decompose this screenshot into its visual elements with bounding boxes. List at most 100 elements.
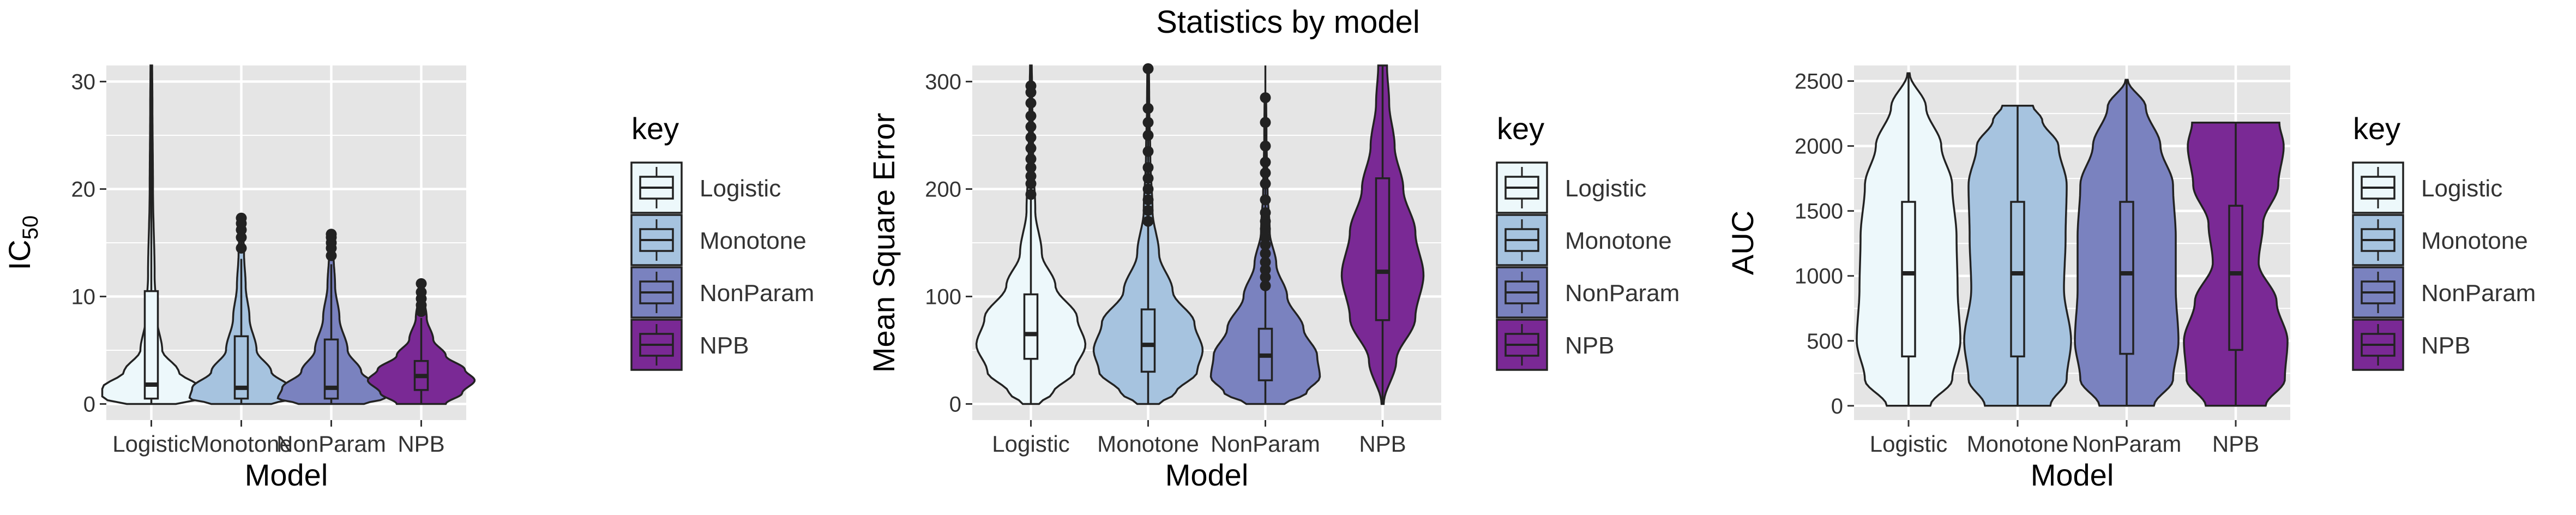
outlier-point xyxy=(1142,194,1154,206)
x-tick-label: Monotone xyxy=(1967,431,2069,457)
y-tick-label: 30 xyxy=(71,70,96,94)
violin-logistic xyxy=(975,64,1087,405)
violin-npb xyxy=(2183,122,2289,407)
violin-monotone xyxy=(188,212,294,405)
x-tick-label: NPB xyxy=(398,431,444,457)
outlier-point xyxy=(1260,117,1271,128)
y-axis-title-main: Mean Square Error xyxy=(866,113,901,373)
outlier-point xyxy=(1260,92,1271,104)
x-axis-title: Model xyxy=(245,458,328,492)
x-axis-title: Model xyxy=(2031,458,2114,492)
legend-item-logistic: Logistic xyxy=(630,161,781,214)
outlier-point xyxy=(1260,272,1271,283)
outlier-point xyxy=(1025,110,1037,122)
legend-title: key xyxy=(1497,111,1544,146)
outlier-point xyxy=(1260,223,1271,235)
box-iqr-monotone xyxy=(1140,308,1156,373)
y-tick-label: 0 xyxy=(949,392,961,416)
legend-item-nonparam: NonParam xyxy=(1496,266,1680,319)
outlier-point xyxy=(1260,178,1271,189)
outlier-point xyxy=(416,278,427,289)
legend-title: key xyxy=(2353,111,2400,146)
outlier-point xyxy=(1260,207,1271,218)
legend: key Logistic Monotone NonParam NPB xyxy=(2352,111,2536,371)
legend-label: Logistic xyxy=(700,175,781,202)
violin-logistic xyxy=(1856,72,1961,407)
outlier-point xyxy=(1025,189,1037,200)
x-tick-label: NPB xyxy=(1359,431,1406,457)
outlier-point xyxy=(326,250,337,261)
legend-label: NPB xyxy=(1565,332,1614,359)
legend-item-nonparam: NonParam xyxy=(2352,266,2536,319)
outlier-point xyxy=(1025,131,1037,143)
x-tick-label: Monotone xyxy=(190,431,292,457)
box-iqr-nonparam xyxy=(2119,201,2134,355)
outlier-point xyxy=(1025,170,1037,182)
outlier-point xyxy=(1025,153,1037,165)
legend-label: NonParam xyxy=(1565,280,1680,307)
outlier-point xyxy=(1142,205,1154,216)
x-tick-label: Logistic xyxy=(992,431,1069,457)
y-axis-title: AUC xyxy=(1725,211,1760,275)
outlier-point xyxy=(1142,103,1154,114)
violin-nonparam xyxy=(1209,65,1321,405)
box-iqr-logistic xyxy=(1023,293,1039,360)
outlier-point xyxy=(1142,146,1154,157)
violin-npb xyxy=(1340,64,1425,405)
box-iqr-logistic xyxy=(1901,201,1916,358)
outlier-point xyxy=(236,232,247,243)
chart-panel-2: 0 100 200 300 Logistic Monotone NonParam NPB Mod… xyxy=(866,63,1680,492)
outlier-point xyxy=(1025,142,1037,154)
legend-label: Monotone xyxy=(700,227,806,254)
outlier-point xyxy=(236,212,247,224)
outlier-point xyxy=(1142,172,1154,184)
legend-item-monotone: Monotone xyxy=(2352,214,2528,266)
outlier-point xyxy=(1260,215,1271,227)
legend-label: Monotone xyxy=(2421,227,2528,254)
outlier-point xyxy=(1142,63,1154,74)
y-axis-title-main: AUC xyxy=(1725,211,1760,275)
x-axis-title: Model xyxy=(1165,458,1249,492)
outlier-point xyxy=(1142,215,1154,227)
legend-label: NonParam xyxy=(700,280,814,307)
outlier-point xyxy=(1260,167,1271,178)
outlier-point xyxy=(1260,256,1271,268)
outlier-point xyxy=(416,286,427,298)
violin-nonparam xyxy=(2074,79,2180,407)
x-tick-label: Logistic xyxy=(1870,431,1947,457)
outlier-point xyxy=(1142,183,1154,195)
box-iqr-logistic xyxy=(143,290,159,400)
x-tick-label: Logistic xyxy=(112,431,190,457)
legend-label: Logistic xyxy=(2421,175,2502,202)
legend-item-monotone: Monotone xyxy=(630,214,806,266)
outlier-point xyxy=(326,229,337,240)
x-tick-label: NonParam xyxy=(2072,431,2182,457)
legend-item-logistic: Logistic xyxy=(2352,161,2502,214)
legend-item-monotone: Monotone xyxy=(1496,214,1672,266)
y-tick-label: 500 xyxy=(1807,330,1843,354)
outlier-point xyxy=(1025,97,1037,109)
y-tick-label: 2000 xyxy=(1795,135,1843,159)
y-tick-label: 20 xyxy=(71,178,96,202)
box-iqr-npb xyxy=(2228,205,2243,351)
y-tick-label: 1000 xyxy=(1795,265,1843,289)
y-axis-title-main: IC xyxy=(2,239,37,270)
x-tick-label: NonParam xyxy=(1211,431,1320,457)
outlier-point xyxy=(1142,162,1154,173)
y-tick-label: 0 xyxy=(1831,394,1843,418)
outlier-point xyxy=(1260,157,1271,168)
outlier-point xyxy=(1260,248,1271,259)
y-axis-title: Mean Square Error xyxy=(866,113,901,373)
legend-label: Monotone xyxy=(1565,227,1672,254)
y-tick-label: 200 xyxy=(925,178,961,202)
outlier-point xyxy=(1142,130,1154,141)
y-tick-label: 100 xyxy=(925,285,961,309)
legend-item-npb: NPB xyxy=(1496,319,1614,371)
outlier-point xyxy=(1260,232,1271,243)
legend-label: NonParam xyxy=(2421,280,2536,307)
legend-item-npb: NPB xyxy=(2352,319,2470,371)
